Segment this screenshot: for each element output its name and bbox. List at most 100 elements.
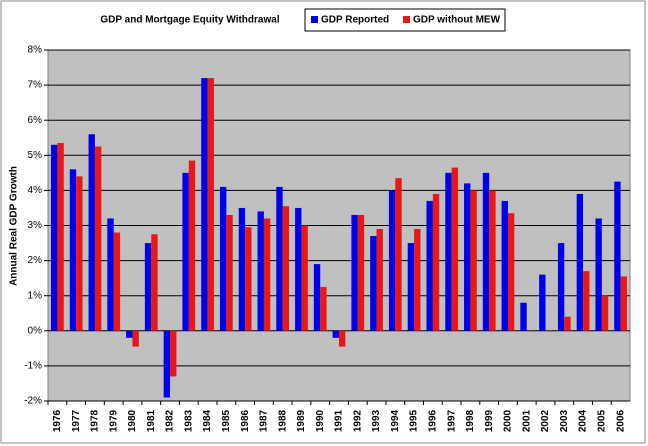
y-tick-label: 1% — [28, 290, 43, 301]
bar — [395, 178, 402, 331]
x-tick-label: 1988 — [277, 409, 288, 432]
bar — [201, 78, 208, 331]
bar — [132, 330, 139, 347]
y-tick-label: 8% — [28, 45, 43, 56]
x-tick-label: 1978 — [90, 409, 101, 432]
x-tick-label: 2006 — [615, 409, 626, 432]
bar — [207, 78, 214, 331]
bar — [357, 214, 365, 331]
x-tick-label: 1980 — [127, 409, 138, 432]
bar — [69, 169, 77, 331]
bar — [576, 193, 584, 331]
x-tick-label: 1991 — [334, 409, 345, 432]
y-tick-label: -1% — [24, 361, 42, 372]
bar — [276, 186, 283, 331]
bar — [57, 143, 64, 331]
bar — [51, 144, 58, 331]
bar — [188, 160, 196, 331]
legend-label: GDP without MEW — [413, 15, 501, 26]
x-tick-label: 2003 — [559, 409, 570, 432]
bar — [339, 330, 346, 347]
x-tick-label: 1983 — [183, 409, 194, 432]
bar — [501, 200, 508, 331]
y-tick-label: 3% — [28, 220, 43, 231]
bar — [144, 243, 152, 331]
bar — [245, 227, 252, 331]
x-tick-label: 1997 — [446, 409, 457, 432]
bar — [614, 181, 621, 331]
x-tick-label: 1996 — [428, 409, 439, 432]
bar — [170, 330, 177, 377]
bar — [470, 190, 477, 331]
y-tick-label: 7% — [28, 80, 43, 91]
y-tick-label: 4% — [28, 185, 43, 196]
x-tick-label: 1995 — [409, 409, 420, 432]
legend-label: GDP Reported — [321, 15, 389, 26]
x-tick-label: 1976 — [52, 409, 63, 432]
x-tick-label: 1986 — [240, 409, 251, 432]
x-tick-label: 1979 — [108, 409, 119, 432]
bar — [451, 167, 459, 331]
bar — [320, 286, 327, 331]
x-tick-label: 1990 — [315, 409, 326, 432]
x-tick-label: 2004 — [578, 409, 589, 432]
bar — [620, 276, 627, 331]
bar — [482, 172, 490, 331]
bar — [295, 207, 302, 331]
bar — [301, 225, 308, 331]
bar — [489, 190, 496, 331]
bar — [595, 218, 602, 331]
bar — [94, 146, 102, 331]
x-tick-label: 2002 — [540, 409, 551, 432]
legend-swatch — [403, 16, 410, 23]
bar — [126, 330, 133, 338]
bar — [526, 330, 534, 332]
bar — [539, 274, 546, 331]
x-tick-label: 1989 — [296, 409, 307, 432]
x-tick-label: 2000 — [503, 409, 514, 432]
bar — [583, 271, 590, 331]
bar — [601, 295, 609, 331]
y-tick-label: 6% — [28, 115, 43, 126]
bar — [557, 243, 565, 331]
y-tick-label: 0% — [28, 325, 43, 336]
bar — [113, 232, 121, 331]
bar — [388, 190, 396, 331]
x-tick-label: 1999 — [484, 409, 495, 432]
bar — [263, 218, 271, 331]
bar — [226, 214, 233, 331]
x-tick-label: 1985 — [221, 409, 232, 432]
bar — [464, 183, 471, 331]
bar — [332, 330, 339, 338]
y-tick-label: 5% — [28, 150, 43, 161]
x-tick-label: 1992 — [352, 409, 363, 432]
bar — [507, 213, 515, 331]
bar — [414, 229, 421, 331]
bar — [88, 134, 95, 331]
bar — [564, 316, 571, 331]
bar — [257, 211, 264, 331]
x-tick-label: 2005 — [596, 409, 607, 432]
chart-title: GDP and Mortgage Equity Withdrawal — [100, 15, 279, 26]
x-tick-label: 1993 — [371, 409, 382, 432]
bar — [182, 172, 189, 331]
bar — [238, 207, 246, 331]
x-tick-label: 1981 — [146, 409, 157, 432]
bar — [151, 234, 158, 331]
legend-swatch — [311, 16, 318, 23]
y-tick-label: 2% — [28, 255, 43, 266]
y-axis-label: Annual Real GDP Growth — [9, 166, 20, 286]
bar — [351, 214, 358, 331]
bar — [76, 176, 83, 331]
bar — [426, 200, 433, 331]
bar — [370, 236, 377, 331]
bar — [107, 218, 114, 331]
x-tick-label: 1984 — [202, 409, 213, 432]
x-tick-label: 1977 — [71, 409, 82, 432]
bar — [163, 330, 171, 398]
bar — [432, 193, 440, 331]
y-tick-label: -2% — [24, 396, 42, 407]
bar — [520, 302, 527, 331]
bar — [282, 206, 290, 331]
